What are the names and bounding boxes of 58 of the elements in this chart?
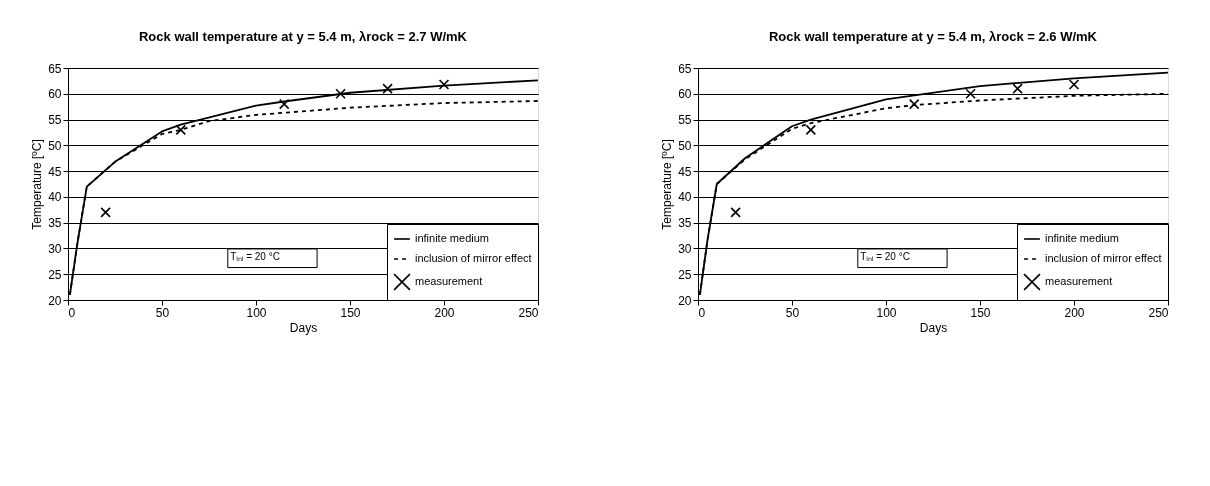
point bbox=[1012, 83, 1023, 94]
legend-label: inclusion of mirror effect bbox=[1045, 252, 1162, 264]
x-tick-label: 100 bbox=[246, 305, 267, 320]
x-tick-label: 150 bbox=[970, 305, 991, 320]
point bbox=[730, 207, 741, 218]
x-tick-label: 150 bbox=[340, 305, 361, 320]
x-axis-title: Days bbox=[289, 320, 318, 335]
point bbox=[1068, 79, 1080, 90]
y-tick-label: 20 bbox=[48, 293, 62, 308]
x-tick-label: 250 bbox=[1148, 305, 1169, 320]
y-tick-label: 30 bbox=[678, 241, 692, 256]
legend-label: infinite medium bbox=[1045, 232, 1119, 244]
y-tick-label: 55 bbox=[48, 113, 62, 128]
x-tick-label: 50 bbox=[155, 305, 170, 320]
point bbox=[175, 124, 187, 136]
y-tick-label: 50 bbox=[48, 138, 62, 153]
point bbox=[438, 79, 450, 90]
y-tick-label: 50 bbox=[678, 138, 692, 153]
y-axis-title: Temperature [ºC] bbox=[30, 139, 45, 230]
x-axis-title: Days bbox=[919, 320, 948, 335]
y-tick-label: 25 bbox=[48, 267, 62, 282]
y-tick-label: 40 bbox=[48, 190, 62, 205]
x-tick-label: 200 bbox=[1064, 305, 1085, 320]
y-tick-label: 65 bbox=[678, 61, 692, 76]
chart-title: Rock wall temperature at y = 5.4 m, λrock = 2.7 W/mK bbox=[138, 29, 468, 44]
y-tick-label: 40 bbox=[678, 190, 692, 205]
x-tick-label: 0 bbox=[698, 305, 706, 320]
x-tick-label: 200 bbox=[434, 305, 455, 320]
y-tick-label: 30 bbox=[48, 241, 62, 256]
x-tick-label: 0 bbox=[68, 305, 76, 320]
x-tick-label: 100 bbox=[876, 305, 897, 320]
point bbox=[805, 124, 817, 136]
y-tick-label: 25 bbox=[678, 267, 692, 282]
y-axis-title: Temperature [ºC] bbox=[660, 139, 675, 230]
x-tick-label: 250 bbox=[518, 305, 539, 320]
annotation: Tᵢₙᵢ = 20 °C bbox=[230, 251, 280, 263]
legend-label: measurement bbox=[1045, 275, 1113, 287]
point bbox=[382, 83, 393, 94]
point bbox=[908, 98, 920, 110]
point bbox=[278, 98, 290, 110]
legend-label: measurement bbox=[415, 275, 483, 287]
y-tick-label: 65 bbox=[48, 61, 62, 76]
y-tick-label: 35 bbox=[48, 216, 62, 231]
point bbox=[100, 207, 111, 218]
y-tick-label: 45 bbox=[678, 164, 692, 179]
point bbox=[965, 88, 976, 100]
annotation: Tᵢₙᵢ = 20 °C bbox=[860, 251, 910, 263]
y-tick-label: 35 bbox=[678, 216, 692, 231]
y-tick-label: 60 bbox=[678, 87, 692, 102]
y-tick-label: 55 bbox=[678, 113, 692, 128]
point bbox=[335, 88, 346, 100]
chart-title: Rock wall temperature at y = 5.4 m, λrock = 2.6 W/mK bbox=[768, 29, 1098, 44]
y-tick-label: 45 bbox=[48, 164, 62, 179]
legend-label: infinite medium bbox=[415, 232, 489, 244]
legend-label: inclusion of mirror effect bbox=[415, 252, 532, 264]
x-tick-label: 50 bbox=[785, 305, 800, 320]
y-tick-label: 20 bbox=[678, 293, 692, 308]
y-tick-label: 60 bbox=[48, 87, 62, 102]
